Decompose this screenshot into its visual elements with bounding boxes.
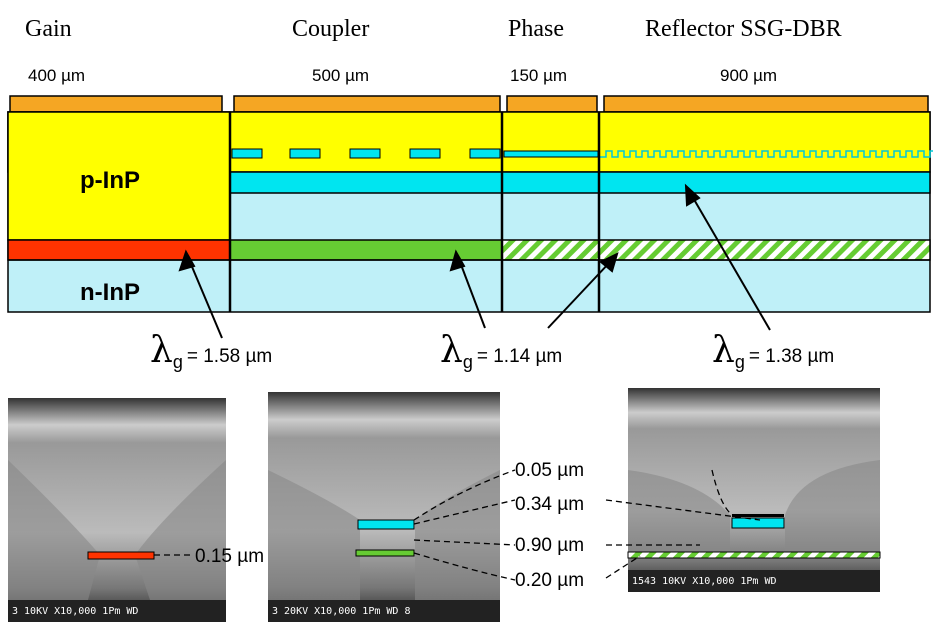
section-title: Gain <box>25 16 72 42</box>
thickness: 0.20 µm <box>515 570 584 591</box>
layer-label: p-InP <box>80 167 140 194</box>
contact <box>234 96 500 112</box>
device <box>8 96 933 312</box>
bandgap-labels: λg= 1.58 µm λg= 1.14 µm λg= 1.38 µm <box>150 330 834 372</box>
titles: Gain Coupler Phase Reflector SSG-DBR 400… <box>25 16 842 85</box>
section-title: Reflector SSG-DBR <box>645 16 842 42</box>
sem-caption: 3 10KV X10,000 1Pm WD <box>12 606 138 617</box>
contact <box>10 96 222 112</box>
bandgap: λg= 1.14 µm <box>440 330 562 372</box>
thickness: 0.90 µm <box>515 535 584 556</box>
layer-label: n-InP <box>80 279 140 306</box>
section-title: Phase <box>508 16 564 42</box>
section-length: 500 µm <box>312 66 369 85</box>
section-length: 400 µm <box>28 66 85 85</box>
thickness: 0.15 µm <box>195 546 264 567</box>
section-length: 900 µm <box>720 66 777 85</box>
passive-core <box>502 240 930 260</box>
sem-images: 3 10KV X10,000 1Pm WD 3 20KV X10,000 1Pm… <box>8 388 880 622</box>
bandgap: λg= 1.58 µm <box>150 330 272 372</box>
section-title: Coupler <box>292 16 369 42</box>
section-length: 150 µm <box>510 66 567 85</box>
active-layer <box>8 240 230 260</box>
sem-caption: 3 20KV X10,000 1Pm WD 8 <box>272 606 410 617</box>
coupler-core <box>230 240 502 260</box>
diagram: Gain Coupler Phase Reflector SSG-DBR 400… <box>0 0 933 624</box>
contact <box>507 96 597 112</box>
contact <box>604 96 928 112</box>
thickness: 0.05 µm <box>515 460 584 481</box>
thickness: 0.34 µm <box>515 494 584 515</box>
waveguide <box>230 172 930 193</box>
sem-caption: 1543 10KV X10,000 1Pm WD <box>632 576 777 587</box>
bandgap: λg= 1.38 µm <box>712 330 834 372</box>
